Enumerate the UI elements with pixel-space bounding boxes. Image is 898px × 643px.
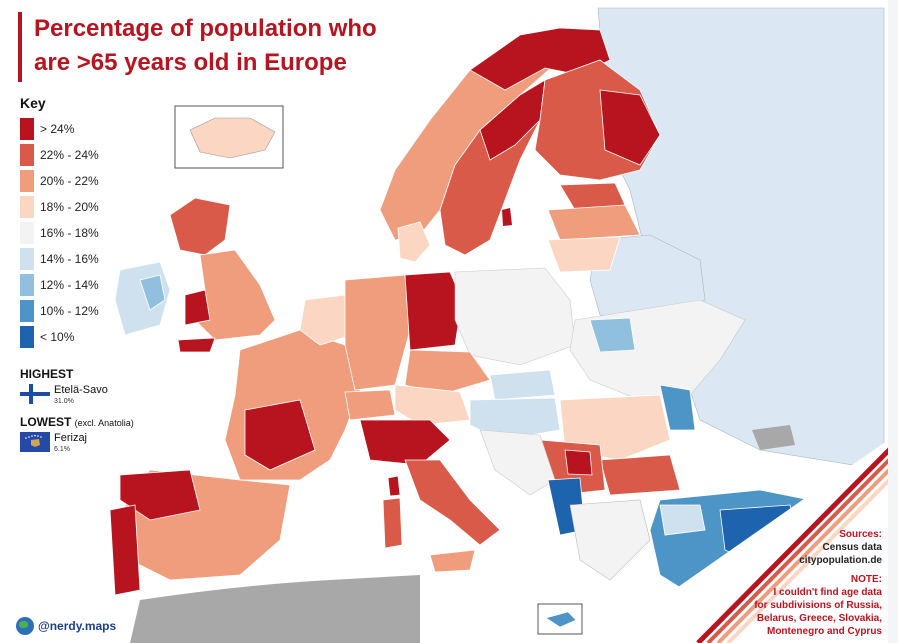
cyprus-inset-frame bbox=[537, 603, 583, 635]
legend-item: 20% - 22% bbox=[20, 169, 99, 193]
credit-handle: @nerdy.maps bbox=[38, 619, 117, 633]
legend-item: > 24% bbox=[20, 117, 74, 141]
north-africa-region bbox=[130, 575, 420, 643]
legend-swatch bbox=[20, 170, 34, 192]
legend-label: 20% - 22% bbox=[40, 174, 99, 188]
sardinia-region bbox=[382, 497, 403, 549]
legend-item: 10% - 12% bbox=[20, 299, 99, 323]
title-accent-bar bbox=[18, 12, 22, 82]
lithuania-region bbox=[547, 236, 621, 273]
legend-item: < 10% bbox=[20, 325, 74, 349]
legend-swatch bbox=[20, 300, 34, 322]
note-line-2: for subdivisions of Russia, bbox=[754, 600, 882, 611]
italy-peninsula bbox=[404, 459, 501, 546]
iceland-region bbox=[189, 117, 276, 159]
benelux-region bbox=[299, 294, 353, 346]
sources-line-2: citypopulation.de bbox=[799, 555, 882, 566]
legend-label: 22% - 24% bbox=[40, 148, 99, 162]
page-title: Percentage of population who are >65 yea… bbox=[34, 12, 434, 80]
note-line-4: Montenegro and Cyprus bbox=[766, 626, 882, 637]
lowest-heading-text: LOWEST bbox=[20, 415, 72, 429]
greece-region bbox=[569, 499, 651, 581]
cyprus-region bbox=[545, 611, 577, 628]
legend-label: > 24% bbox=[40, 122, 75, 136]
sicily-region bbox=[429, 549, 476, 573]
germany-west bbox=[344, 274, 411, 391]
france-central bbox=[244, 399, 316, 471]
legend-swatch bbox=[20, 248, 34, 270]
latvia-region bbox=[547, 204, 641, 241]
spain-northwest bbox=[119, 469, 201, 521]
legend-label: 18% - 20% bbox=[40, 200, 99, 214]
globe-icon bbox=[16, 617, 34, 635]
legend-swatch bbox=[20, 326, 34, 348]
title-line-1: Percentage of population who bbox=[34, 15, 377, 42]
croatia-bosnia-region bbox=[479, 429, 556, 496]
lowest-heading: LOWEST (excl. Anatolia) bbox=[20, 415, 134, 429]
note-line-3: Belarus, Greece, Slovakia, bbox=[756, 613, 882, 624]
kosovo-flag-icon bbox=[20, 432, 50, 452]
ireland-east bbox=[139, 274, 166, 311]
highest-value: 31.0% bbox=[54, 398, 74, 405]
slovakia-region bbox=[489, 369, 556, 401]
legend-item: 14% - 16% bbox=[20, 247, 99, 271]
wales-region bbox=[184, 289, 211, 326]
legend-swatch bbox=[20, 118, 34, 140]
corsica-region bbox=[387, 475, 401, 497]
lowest-heading-note: (excl. Anatolia) bbox=[74, 418, 134, 428]
turkey-west bbox=[659, 504, 706, 536]
iceland-inset-frame bbox=[174, 105, 284, 169]
bulgaria-region bbox=[599, 454, 681, 496]
czechia-region bbox=[404, 349, 491, 396]
legend-swatch bbox=[20, 144, 34, 166]
portugal-region bbox=[109, 504, 141, 596]
legend-label: 14% - 16% bbox=[40, 252, 99, 266]
scotland-region bbox=[169, 197, 231, 256]
corner-stripes bbox=[598, 433, 898, 643]
norway-north bbox=[469, 27, 611, 91]
legend-item: 16% - 18% bbox=[20, 221, 99, 245]
legend-item: 12% - 14% bbox=[20, 273, 99, 297]
highest-heading: HIGHEST bbox=[20, 367, 74, 381]
england-region bbox=[194, 249, 276, 341]
italy-north bbox=[359, 419, 451, 466]
scrollbar[interactable] bbox=[888, 0, 898, 643]
legend-swatch bbox=[20, 222, 34, 244]
switzerland-region bbox=[344, 389, 396, 421]
legend-swatch bbox=[20, 274, 34, 296]
denmark-region bbox=[397, 221, 431, 263]
legend-label: < 10% bbox=[40, 330, 75, 344]
title-line-2: are >65 years old in Europe bbox=[34, 49, 347, 76]
gotland-region bbox=[502, 208, 512, 226]
sources-line-1: Census data bbox=[822, 542, 882, 553]
ukraine-west bbox=[589, 317, 636, 353]
germany-east bbox=[404, 271, 463, 351]
legend-label: 12% - 14% bbox=[40, 278, 99, 292]
finland-east bbox=[599, 89, 661, 166]
sources-block: Sources: Census data citypopulation.de N… bbox=[754, 528, 882, 638]
austria-region bbox=[394, 384, 471, 426]
credit[interactable]: @nerdy.maps bbox=[16, 617, 116, 635]
key-heading: Key bbox=[20, 95, 46, 111]
finland-flag-icon bbox=[20, 384, 50, 404]
poland-region bbox=[454, 267, 576, 366]
lowest-value: 6.1% bbox=[54, 446, 70, 453]
serbia-core bbox=[564, 449, 593, 476]
legend-label: 10% - 12% bbox=[40, 304, 99, 318]
cornwall-region bbox=[177, 337, 216, 353]
legend-swatch bbox=[20, 196, 34, 218]
note-line-1: I couldn't find age data bbox=[773, 587, 883, 598]
georgia-region bbox=[752, 425, 795, 450]
moldova-region bbox=[659, 384, 696, 431]
sources-heading: Sources: bbox=[839, 529, 882, 540]
legend-item: 18% - 20% bbox=[20, 195, 99, 219]
note-heading: NOTE: bbox=[850, 574, 882, 585]
legend-item: 22% - 24% bbox=[20, 143, 99, 167]
highest-place: Etelä-Savo bbox=[54, 384, 108, 396]
legend-label: 16% - 18% bbox=[40, 226, 99, 240]
lowest-place: Ferizaj bbox=[54, 432, 88, 444]
